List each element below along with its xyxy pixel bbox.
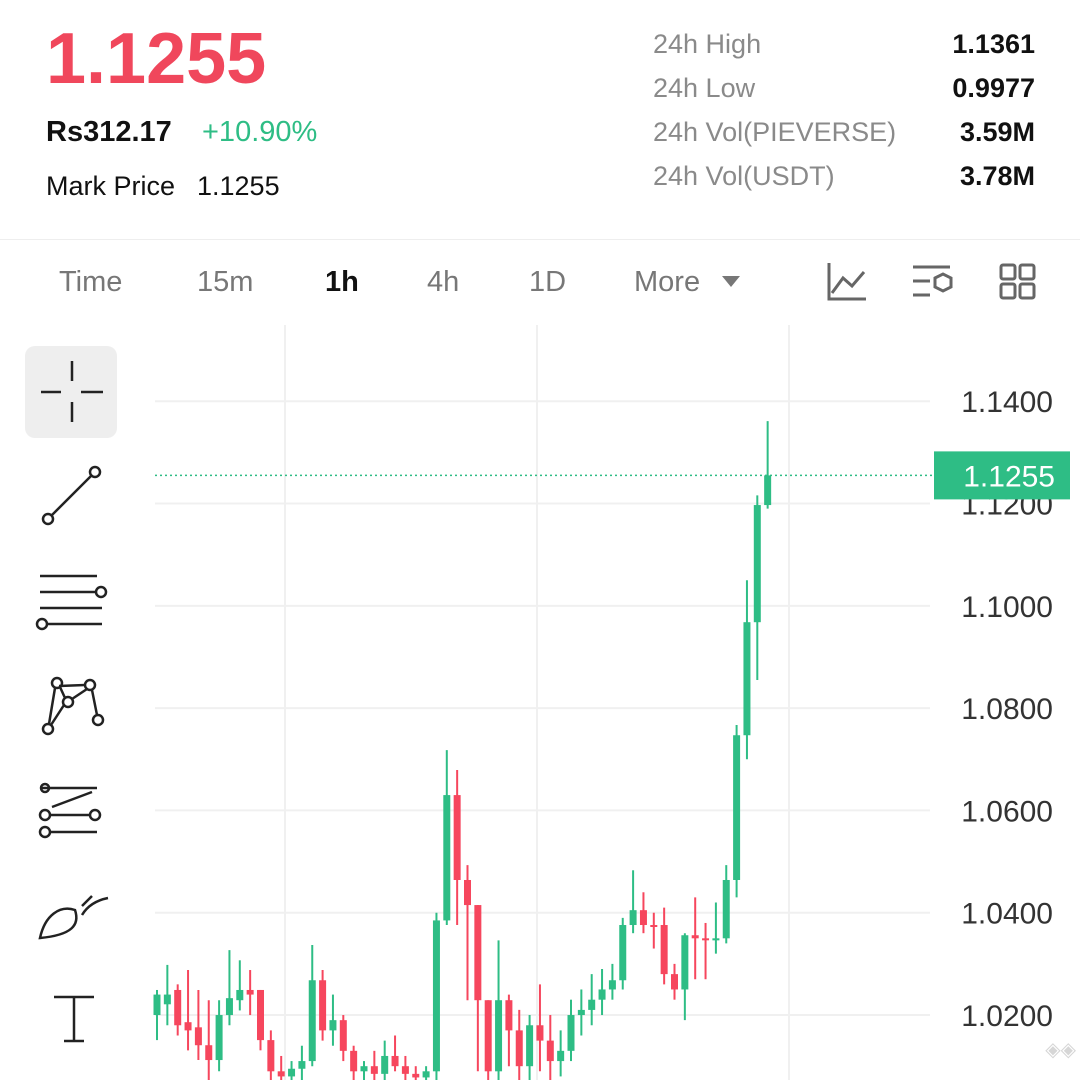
candle-body [671, 974, 678, 990]
candle-body [733, 735, 741, 880]
candle-body [598, 989, 606, 1000]
candle-body [712, 938, 720, 941]
candle-body [277, 1071, 285, 1077]
candle-body [360, 1066, 368, 1072]
stat-value: 1.1361 [952, 29, 1035, 59]
stat-value: 3.59M [959, 117, 1035, 147]
candle-body [546, 1040, 554, 1062]
candle-body [329, 1020, 337, 1031]
candle-body [153, 994, 161, 1016]
candle-body [588, 999, 596, 1010]
candle-body [267, 1040, 275, 1072]
candle-body [298, 1061, 306, 1069]
y-tick-label: 1.1400 [961, 386, 1053, 419]
candle-body [722, 879, 730, 939]
candle-body [681, 935, 689, 990]
candle-body [753, 505, 761, 623]
candle-body [432, 920, 440, 1072]
interval-tab[interactable]: 4h [427, 266, 460, 298]
separator [0, 239, 1080, 240]
candle-body [163, 994, 171, 1005]
candle-body [370, 1066, 378, 1074]
candle-body [691, 935, 699, 939]
candle-body [319, 980, 327, 1031]
candle-body [743, 622, 751, 736]
interval-tab[interactable]: More [634, 266, 701, 298]
candle-body [174, 989, 182, 1026]
y-tick-label: 1.0400 [961, 898, 1053, 931]
candle-body [308, 980, 316, 1062]
crosshair-tool[interactable] [25, 346, 117, 438]
price-change: +10.90% [202, 116, 318, 148]
candle-body [453, 795, 461, 880]
candle-body [391, 1055, 399, 1067]
candle-body [339, 1020, 347, 1051]
interval-tab[interactable]: 1D [529, 266, 567, 298]
price-tag-label: 1.1255 [963, 460, 1055, 493]
candle-body [381, 1055, 389, 1074]
candle-body [401, 1066, 409, 1074]
stat-value: 3.78M [959, 161, 1035, 191]
candle-body [464, 879, 471, 906]
watermark-decoration: ◈◈ [1045, 1039, 1076, 1061]
candle-body [225, 998, 233, 1016]
stat-value: 0.9977 [952, 73, 1035, 103]
y-tick-label: 1.0600 [961, 795, 1053, 828]
candle-body [660, 925, 668, 975]
drawing-tools[interactable] [35, 361, 109, 1043]
fiat-price: Rs312.17 [46, 116, 172, 148]
mark-price-label: Mark Price [46, 171, 176, 201]
candle-body [557, 1050, 565, 1062]
price-tag [934, 451, 1070, 500]
last-price: 1.1255 [46, 19, 267, 99]
candle-body [567, 1015, 575, 1051]
candle-body [205, 1045, 213, 1061]
candle-body [526, 1025, 534, 1067]
candle-body [536, 1025, 544, 1041]
candle-body [474, 905, 482, 1001]
candle-body [764, 475, 772, 506]
y-tick-label: 1.1000 [961, 591, 1053, 624]
candle-body [619, 925, 627, 981]
candle-body [577, 1009, 585, 1016]
candle-body [194, 1027, 202, 1046]
candle-body [288, 1068, 296, 1077]
more-arrow[interactable] [722, 276, 740, 287]
candle-body [495, 1000, 503, 1072]
stat-label: 24h High [653, 29, 762, 59]
candle-body [515, 1030, 523, 1067]
candle-body [412, 1073, 420, 1078]
candle-body [650, 925, 658, 928]
chart-icons[interactable] [827, 263, 1036, 301]
interval-tab[interactable]: 1h [325, 266, 359, 298]
interval-tab[interactable]: Time [59, 266, 123, 298]
candle-body [236, 989, 244, 1001]
candle-body [246, 989, 254, 995]
candle-body [629, 910, 637, 926]
mark-price-value: 1.1255 [197, 171, 280, 201]
stat-label: 24h Vol(USDT) [653, 161, 835, 191]
y-tick-label: 1.0200 [961, 1000, 1053, 1033]
stat-label: 24h Low [653, 73, 756, 103]
candle-body [215, 1015, 223, 1061]
candle-body [422, 1071, 430, 1078]
candle-body [257, 989, 264, 1041]
interval-tab[interactable]: 15m [197, 266, 254, 298]
candle-body [702, 938, 710, 941]
candle-body [505, 1000, 513, 1031]
candle-body [350, 1050, 358, 1072]
candle-body [443, 795, 451, 921]
candle-body [608, 980, 616, 990]
y-tick-label: 1.0800 [961, 693, 1053, 726]
stat-label: 24h Vol(PIEVERSE) [653, 117, 897, 147]
candle-body [484, 1000, 492, 1072]
candle-body [184, 1022, 192, 1031]
candle-body [639, 910, 647, 926]
